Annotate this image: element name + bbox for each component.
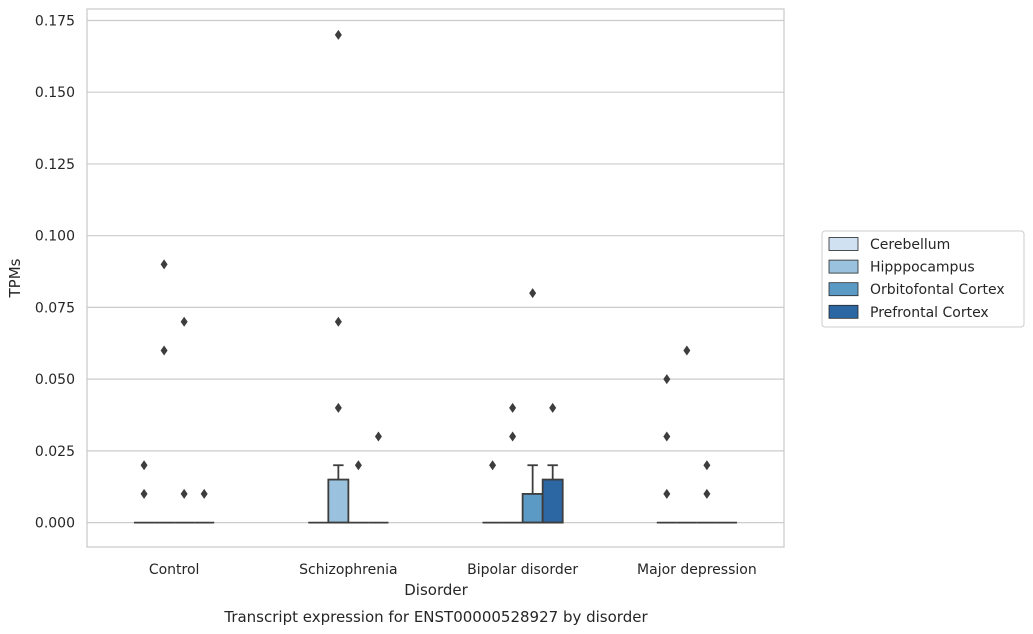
box-2-3-outlier-2 — [509, 402, 517, 413]
box-4-3-outlier-1 — [549, 402, 557, 413]
box-1-1-outlier-1 — [140, 488, 148, 499]
x-tick-label-2: Bipolar disorder — [467, 562, 578, 578]
box-3-3-body — [521, 493, 544, 524]
y-tick-label-3: 0.075 — [35, 300, 75, 316]
y-tick-label-0: 0.000 — [35, 516, 75, 532]
box-1-4-outlier-1 — [663, 488, 671, 499]
legend-swatch-2 — [828, 259, 859, 274]
box-1-1-outlier-2 — [140, 460, 148, 471]
x-tick-label-0: Control — [149, 562, 200, 578]
box-3-4-outlier-1 — [703, 488, 711, 499]
legend-frame — [821, 230, 1025, 328]
y-tick-labels: 0.000 0.025 0.050 0.075 0.100 0.125 0.150 0.175 — [35, 13, 75, 531]
box-2-2-body — [327, 478, 350, 524]
box-3-3-outlier-1 — [529, 288, 537, 299]
legend-swatch-3 — [828, 282, 859, 297]
box-1-3-outlier-1 — [489, 460, 497, 471]
box-2-1-outlier-2 — [160, 259, 168, 270]
box-3-2-outlier-1 — [354, 460, 362, 471]
box-3-4-outlier-2 — [703, 460, 711, 471]
legend-swatch-1 — [828, 237, 859, 251]
box-1-4-outlier-3 — [663, 374, 671, 385]
legend-label-4: Prefrontal Cortex — [870, 305, 989, 321]
legend: Cerebellum Hipppocampus Orbitofontal Corte… — [821, 230, 1025, 328]
plot-frame — [86, 8, 785, 548]
box-4-2-outlier-1 — [374, 431, 382, 442]
box-2-2-outlier-2 — [334, 316, 342, 327]
x-tick-label-3: Major depression — [637, 562, 757, 578]
legend-label-3: Orbitofontal Cortex — [870, 282, 1005, 298]
x-tick-label-1: Schizophrenia — [299, 562, 397, 578]
y-tick-label-7: 0.175 — [35, 13, 75, 29]
x-axis-label: Disorder — [404, 581, 468, 599]
box-4-3-body — [541, 478, 564, 524]
box-3-1-outlier-1 — [180, 488, 188, 499]
box-1-4-outlier-2 — [663, 431, 671, 442]
legend-swatch-4 — [828, 304, 859, 319]
y-tick-label-5: 0.125 — [35, 157, 75, 173]
box-3-1-outlier-2 — [180, 316, 188, 327]
box-2-3-outlier-1 — [509, 431, 517, 442]
box-2-1-outlier-1 — [160, 345, 168, 356]
y-tick-label-2: 0.050 — [35, 372, 75, 388]
chart-caption: Transcript expression for ENST0000052892… — [223, 608, 648, 626]
y-tick-label-4: 0.100 — [35, 229, 75, 245]
box-2-2-outlier-1 — [334, 402, 342, 413]
x-tick-labels: Control Schizophrenia Bipolar disorder Majo… — [149, 562, 757, 578]
box-4-1-outlier-1 — [200, 488, 208, 499]
outliers — [140, 29, 711, 499]
y-tick-label-1: 0.025 — [35, 444, 75, 460]
legend-label-2: Hipppocampus — [870, 260, 975, 276]
boxes — [134, 464, 737, 524]
y-axis-label: TPMs — [6, 258, 24, 298]
box-2-4-outlier-1 — [683, 345, 691, 356]
grid-lines — [87, 19, 784, 524]
y-tick-label-6: 0.150 — [35, 85, 75, 101]
box-2-2-outlier-3 — [334, 29, 342, 40]
legend-label-1: Cerebellum — [870, 237, 950, 253]
